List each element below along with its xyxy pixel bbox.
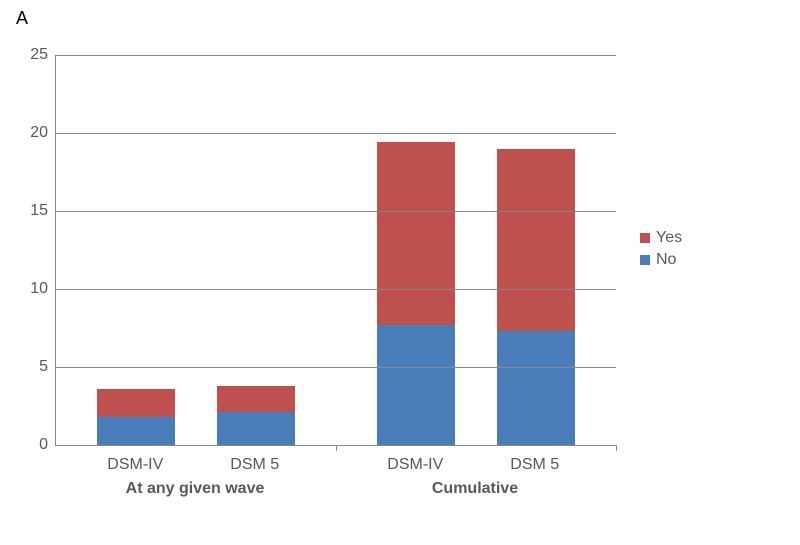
chart-container: A 0510152025 DSM-IVDSM 5At any given wav… [0, 0, 800, 545]
y-tick-label: 20 [30, 124, 56, 142]
x-group-label: At any given wave [126, 480, 265, 498]
x-category-label: DSM-IV [107, 456, 163, 474]
y-tick-label: 0 [39, 436, 56, 454]
legend-swatch [640, 233, 650, 243]
bar-segment-no [377, 325, 455, 445]
gridline [56, 133, 616, 134]
legend-label: No [656, 251, 676, 269]
bar-segment-no [217, 412, 295, 445]
bar [97, 389, 175, 445]
bar-segment-yes [217, 386, 295, 413]
x-category-label: DSM 5 [510, 456, 559, 474]
bar-segment-yes [377, 142, 455, 325]
bars-layer [56, 55, 616, 445]
x-axis-labels: DSM-IV DSM 5 At any given wave DSM-IV DSM 5 C… [55, 450, 615, 520]
bar [497, 149, 575, 445]
gridline [56, 367, 616, 368]
y-tick-label: 5 [39, 358, 56, 376]
legend-item-yes: Yes [640, 229, 682, 247]
gridline [56, 211, 616, 212]
legend-item-no: No [640, 251, 682, 269]
x-category-label: DSM-IV [387, 456, 443, 474]
bar-segment-no [97, 417, 175, 445]
y-tick-label: 25 [30, 46, 56, 64]
panel-label: A [16, 8, 28, 29]
bar-segment-yes [497, 149, 575, 332]
gridline [56, 289, 616, 290]
gridline [56, 55, 616, 56]
legend-label: Yes [656, 229, 682, 247]
bar [377, 142, 455, 445]
legend-swatch [640, 255, 650, 265]
x-group-label: Cumulative [432, 480, 518, 498]
y-tick-label: 10 [30, 280, 56, 298]
x-tick-mark [616, 445, 617, 451]
y-tick-label: 15 [30, 202, 56, 220]
bar [217, 386, 295, 445]
bar-segment-no [497, 331, 575, 445]
plot-area: 0510152025 [55, 55, 616, 446]
x-category-label: DSM 5 [230, 456, 279, 474]
legend: Yes No [640, 225, 682, 273]
bar-segment-yes [97, 389, 175, 417]
